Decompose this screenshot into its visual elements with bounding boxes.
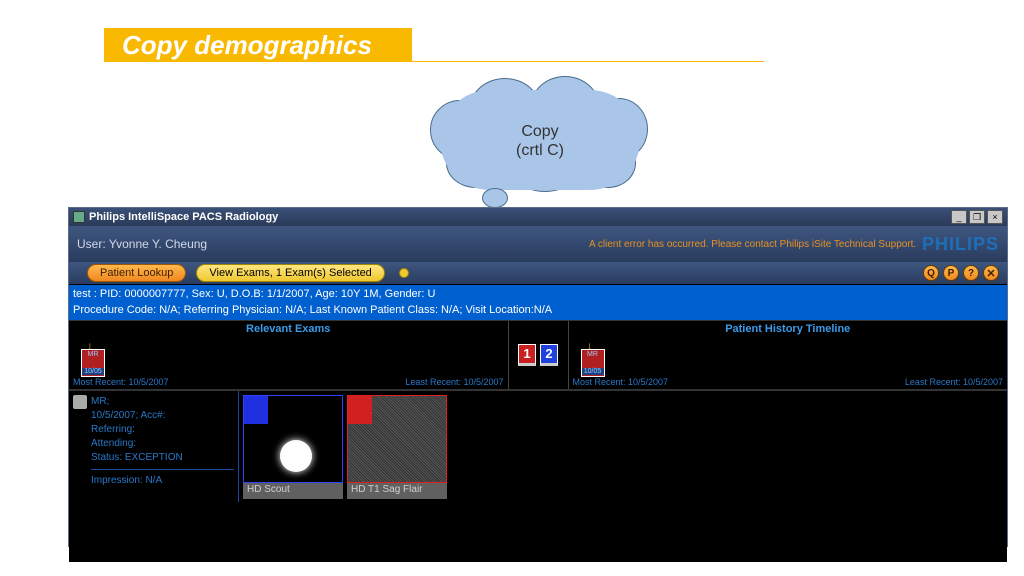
button-bar: Patient Lookup View Exams, 1 Exam(s) Sel… xyxy=(69,262,1007,284)
exam-attending: Attending: xyxy=(91,437,234,451)
window-title: Philips IntelliSpace PACS Radiology xyxy=(89,211,951,223)
callout-line2: (crtl C) xyxy=(440,141,640,160)
chip-date: 10/05 xyxy=(82,368,104,375)
slide-title-bar: Copy demographics xyxy=(104,28,412,62)
history-timeline-title: Patient History Timeline xyxy=(569,321,1008,337)
brand-logo: PHILIPS xyxy=(922,234,999,255)
minimize-button[interactable]: _ xyxy=(951,210,967,224)
demographics-line1[interactable]: test : PID: 0000007777, Sex: U, D.O.B: 1… xyxy=(69,284,1007,303)
corner-marker-icon xyxy=(348,396,372,424)
exam-date-acc: 10/5/2007; Acc#: xyxy=(91,409,234,423)
exam-impression: Impression: N/A xyxy=(91,474,234,488)
least-recent-right: Least Recent: 10/5/2007 xyxy=(905,377,1003,387)
exit-icon[interactable]: ✕ xyxy=(983,265,999,281)
user-bar: User: Yvonne Y. Cheung A client error ha… xyxy=(69,226,1007,262)
exam-info: MR; 10/5/2007; Acc#: Referring: Attendin… xyxy=(69,391,239,502)
viewer-area xyxy=(69,502,1007,562)
scout-image-icon xyxy=(280,440,312,472)
close-button[interactable]: × xyxy=(987,210,1003,224)
patient-lookup-button[interactable]: Patient Lookup xyxy=(87,264,186,282)
badge-panel: 1 2 xyxy=(509,321,569,389)
app-window: Philips IntelliSpace PACS Radiology _ ❐ … xyxy=(68,207,1008,547)
badge-1[interactable]: 1 xyxy=(518,344,536,366)
thumb-label: HD Scout xyxy=(243,483,343,499)
exam-chip-right[interactable]: MR 10/05 xyxy=(581,349,605,377)
view-exams-label: View Exams, 1 Exam(s) Selected xyxy=(209,267,371,279)
panel-row: Relevant Exams ↓ MR 10/05 Most Recent: 1… xyxy=(69,320,1007,390)
slide-underline xyxy=(104,61,764,62)
chip-label: MR xyxy=(82,351,104,358)
q-icon[interactable]: Q xyxy=(923,265,939,281)
callout-line1: Copy xyxy=(440,122,640,141)
exam-status: Status: EXCEPTION xyxy=(91,451,234,465)
most-recent-right: Most Recent: 10/5/2007 xyxy=(573,377,669,387)
error-message: A client error has occurred. Please cont… xyxy=(589,239,916,250)
history-timeline-panel: Patient History Timeline ↓ MR 10/05 Most… xyxy=(569,321,1008,389)
exam-chip-left[interactable]: MR 10/05 xyxy=(81,349,105,377)
relevant-exams-title: Relevant Exams xyxy=(69,321,508,337)
most-recent-left: Most Recent: 10/5/2007 xyxy=(73,377,169,387)
badge-2[interactable]: 2 xyxy=(540,344,558,366)
restore-button[interactable]: ❐ xyxy=(969,210,985,224)
exam-modality: MR; xyxy=(91,395,234,409)
app-icon xyxy=(73,211,85,223)
thumb-label: HD T1 Sag Flair xyxy=(347,483,447,499)
thumbnail-strip: HD Scout HD T1 Sag Flair xyxy=(239,391,451,502)
chip-date: 10/05 xyxy=(582,368,604,375)
exam-referring: Referring: xyxy=(91,423,234,437)
relevant-exams-panel: Relevant Exams ↓ MR 10/05 Most Recent: 1… xyxy=(69,321,509,389)
slide-title: Copy demographics xyxy=(122,30,372,61)
view-exams-button[interactable]: View Exams, 1 Exam(s) Selected xyxy=(196,264,384,282)
titlebar: Philips IntelliSpace PACS Radiology _ ❐ … xyxy=(69,208,1007,226)
demographics-line2[interactable]: Procedure Code: N/A; Referring Physician… xyxy=(69,303,1007,319)
thumbnail-hd-scout[interactable]: HD Scout xyxy=(243,395,343,499)
least-recent-left: Least Recent: 10/5/2007 xyxy=(405,377,503,387)
chip-label: MR xyxy=(582,351,604,358)
wrench-icon[interactable] xyxy=(73,395,87,409)
help-icon[interactable]: ? xyxy=(963,265,979,281)
callout-cloud: Copy (crtl C) xyxy=(440,90,660,220)
corner-marker-icon xyxy=(244,396,268,424)
user-label: User: Yvonne Y. Cheung xyxy=(77,237,207,251)
exam-row: MR; 10/5/2007; Acc#: Referring: Attendin… xyxy=(69,390,1007,502)
p-icon[interactable]: P xyxy=(943,265,959,281)
thumbnail-hd-t1-sag-flair[interactable]: HD T1 Sag Flair xyxy=(347,395,447,499)
view-exams-dropdown-icon[interactable] xyxy=(399,268,409,278)
